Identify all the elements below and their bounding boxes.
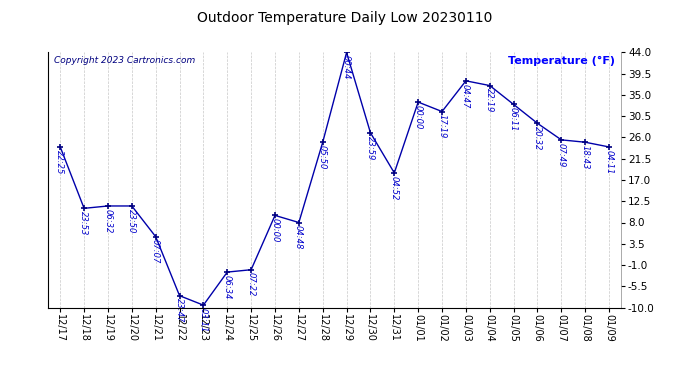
Text: 06:34: 06:34 [222, 275, 231, 299]
Text: 06:11: 06:11 [509, 107, 518, 132]
Text: 05:50: 05:50 [318, 145, 327, 170]
Text: 00:44: 00:44 [342, 55, 351, 80]
Text: 23:53: 23:53 [79, 211, 88, 236]
Text: 20:32: 20:32 [533, 126, 542, 150]
Text: 00:00: 00:00 [413, 105, 422, 129]
Text: 04:47: 04:47 [461, 84, 470, 108]
Text: 04:11: 04:11 [604, 150, 613, 174]
Text: 07:22: 07:22 [246, 273, 255, 297]
Text: 03:11: 03:11 [199, 308, 208, 332]
Text: 22:25: 22:25 [55, 150, 64, 174]
Text: 23:50: 23:50 [127, 209, 136, 233]
Text: 06:32: 06:32 [103, 209, 112, 233]
Text: Outdoor Temperature Daily Low 20230110: Outdoor Temperature Daily Low 20230110 [197, 11, 493, 25]
Text: Temperature (°F): Temperature (°F) [509, 56, 615, 66]
Text: Copyright 2023 Cartronics.com: Copyright 2023 Cartronics.com [54, 56, 195, 65]
Text: 18:43: 18:43 [580, 145, 589, 170]
Text: 04:48: 04:48 [294, 225, 303, 250]
Text: 17:19: 17:19 [437, 114, 446, 139]
Text: 23:47: 23:47 [175, 298, 184, 323]
Text: 00:00: 00:00 [270, 218, 279, 243]
Text: 22:19: 22:19 [485, 88, 494, 113]
Text: 04:52: 04:52 [389, 176, 398, 200]
Text: 07:07: 07:07 [151, 240, 160, 264]
Text: 23:59: 23:59 [366, 135, 375, 160]
Text: 07:49: 07:49 [557, 142, 566, 167]
